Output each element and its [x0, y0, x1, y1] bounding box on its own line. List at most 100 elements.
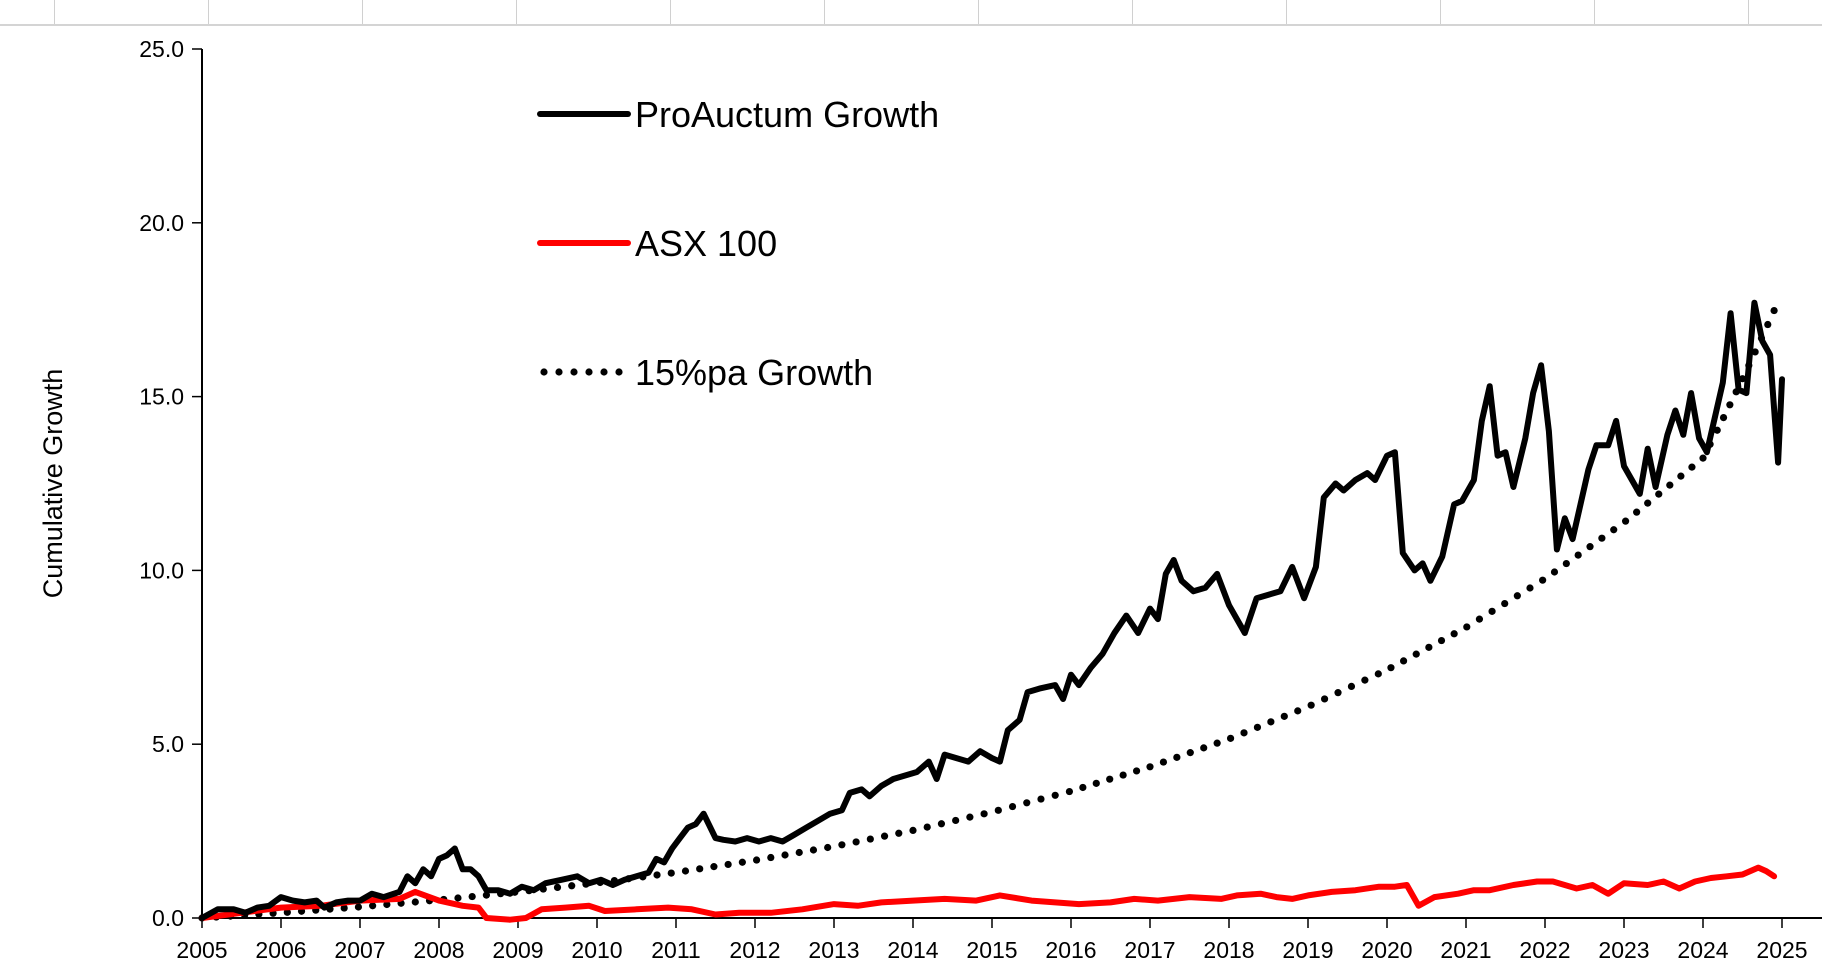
series-line [199, 299, 1785, 921]
data-point [1513, 592, 1521, 600]
x-tick-label: 2013 [808, 937, 859, 963]
x-tick-label: 2017 [1124, 937, 1175, 963]
data-point [1738, 375, 1747, 383]
series-line [199, 864, 1778, 923]
data-point [1425, 643, 1433, 651]
data-point [1475, 615, 1484, 623]
legend-item-asx-100: ASX 100 [537, 223, 777, 264]
y-tick-label: 5.0 [152, 731, 184, 757]
x-tick-label: 2009 [492, 937, 543, 963]
axes: 0.0 5.0 10.0 15.0 20.0 25.0 2005 2006 2007 2008 20… [139, 36, 1822, 963]
data-point [1574, 551, 1582, 559]
data-point [1037, 795, 1045, 803]
y-tick-label: 15.0 [139, 384, 184, 410]
column-divider [1594, 0, 1595, 24]
legend-item-proauctum-growth: ProAuctum Growth [537, 94, 939, 135]
x-tick-label: 2019 [1282, 937, 1333, 963]
data-point [1253, 723, 1262, 731]
data-point [1621, 517, 1630, 525]
x-tick-label: 2005 [176, 937, 227, 963]
spreadsheet-column-header-band [0, 0, 1822, 26]
data-point [838, 841, 846, 849]
legend-swatch-dotted [585, 368, 593, 376]
data-point [1186, 749, 1194, 757]
column-divider [362, 0, 363, 24]
data-point [966, 813, 974, 821]
x-tick-label: 2022 [1519, 937, 1570, 963]
legend-swatch-dotted [540, 368, 548, 376]
data-point [937, 820, 946, 828]
x-tick-label: 2015 [966, 937, 1017, 963]
data-point [1146, 763, 1154, 771]
data-point [809, 846, 818, 854]
x-tick-label: 2016 [1045, 937, 1096, 963]
data-point [681, 867, 690, 875]
data-point [1132, 767, 1141, 775]
data-point [1450, 630, 1458, 638]
data-point [383, 900, 391, 909]
data-point [795, 848, 803, 857]
y-axis-title: Cumulative Growth [38, 369, 68, 599]
data-point [1240, 729, 1248, 737]
data-point [1688, 463, 1696, 471]
data-point [1294, 707, 1302, 715]
data-point [1598, 534, 1606, 542]
data-point [852, 838, 860, 846]
data-point [980, 810, 988, 818]
x-tick-label: 2023 [1598, 937, 1649, 963]
legend-swatch-dotted [615, 368, 623, 376]
data-point [354, 903, 363, 911]
data-point [1463, 623, 1471, 631]
x-tick-label: 2007 [334, 937, 385, 963]
legend-label: ProAuctum Growth [635, 94, 939, 135]
series-lines [198, 299, 1785, 923]
data-point [653, 871, 661, 879]
data-point [752, 856, 761, 864]
data-point [1106, 775, 1114, 783]
data-point [1051, 791, 1059, 799]
data-point [411, 898, 419, 906]
data-point [553, 883, 562, 892]
legend-swatch-dotted [600, 368, 608, 376]
data-point [667, 869, 675, 877]
x-tick-label: 2006 [255, 937, 306, 963]
data-point [1213, 739, 1221, 747]
y-tick-label: 0.0 [152, 905, 184, 931]
data-point [824, 843, 832, 852]
data-point [1770, 306, 1778, 315]
column-divider [670, 0, 671, 24]
x-tick-label: 2021 [1440, 937, 1491, 963]
legend: ProAuctum Growth ASX 100 15%pa Growth [537, 94, 939, 393]
data-point [468, 892, 476, 901]
legend-swatch-dotted [570, 368, 578, 376]
data-point [1374, 670, 1382, 678]
data-point [1550, 568, 1559, 576]
data-point [1200, 744, 1208, 752]
data-point [1610, 526, 1618, 534]
data-point [696, 865, 704, 873]
data-point [1280, 712, 1288, 720]
data-point [952, 816, 960, 825]
data-point [1092, 779, 1100, 787]
data-point [1501, 599, 1509, 608]
legend-item-15-pa-growth: 15%pa Growth [540, 352, 873, 393]
x-tick-label: 2024 [1677, 937, 1728, 963]
data-point [369, 902, 377, 910]
column-divider [1748, 0, 1749, 24]
data-point [1751, 348, 1759, 356]
series-asx-100 [199, 864, 1778, 923]
data-point [1644, 499, 1652, 507]
data-point [1023, 799, 1031, 807]
data-point [1726, 401, 1734, 409]
data-point [1666, 481, 1674, 489]
data-point [1334, 689, 1342, 697]
data-point [1226, 734, 1235, 742]
data-point [1079, 783, 1087, 792]
data-point [1267, 718, 1275, 726]
column-divider [54, 0, 55, 24]
data-point [1387, 664, 1395, 672]
x-tick-label: 2018 [1203, 937, 1254, 963]
data-point [1412, 650, 1420, 658]
data-point [482, 891, 490, 899]
x-tick-label: 2010 [571, 937, 622, 963]
